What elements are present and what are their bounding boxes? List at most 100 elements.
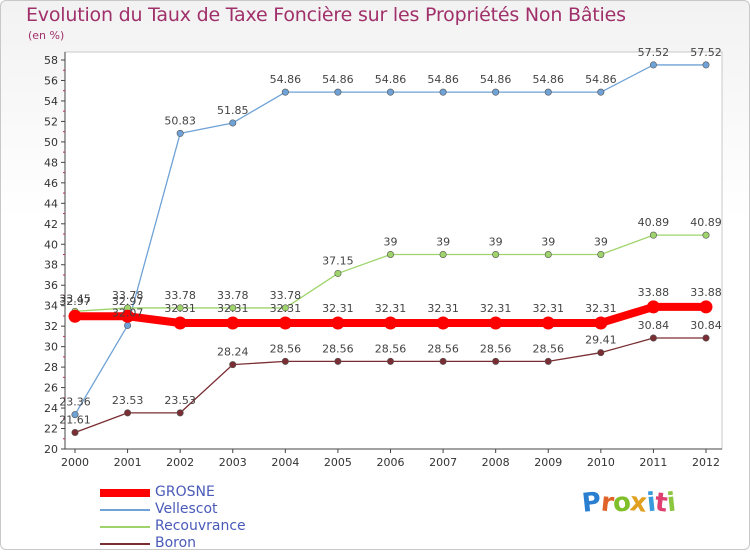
data-point-grosne — [541, 316, 555, 330]
data-point-vellescot — [71, 411, 79, 419]
data-label-vellescot: 23.36 — [59, 396, 91, 409]
data-point-vellescot — [229, 119, 237, 127]
data-point-vellescot — [544, 88, 552, 96]
data-label-boron: 29.41 — [585, 334, 617, 347]
data-label-boron: 23.53 — [164, 394, 196, 407]
data-label-recouvrance: 39 — [541, 236, 555, 249]
data-label-boron: 23.53 — [112, 394, 144, 407]
data-label-grosne: 32.31 — [375, 302, 407, 315]
x-tick-label: 2003 — [219, 456, 247, 469]
data-label-recouvrance: 33.78 — [270, 289, 302, 302]
data-point-boron — [439, 357, 447, 365]
data-point-boron — [71, 429, 79, 437]
plot-area — [64, 51, 723, 450]
data-label-recouvrance: 39 — [489, 236, 503, 249]
data-point-recouvrance — [229, 304, 237, 312]
data-label-boron: 28.56 — [480, 342, 512, 355]
legend-swatch-boron — [100, 543, 150, 545]
data-label-boron: 30.84 — [690, 319, 722, 332]
legend-label-vellescot: Vellescot — [155, 501, 218, 517]
data-label-recouvrance: 39 — [384, 236, 398, 249]
legend-swatch-grosne — [100, 489, 150, 497]
data-point-recouvrance — [281, 304, 289, 312]
data-label-recouvrance: 37.15 — [322, 254, 354, 267]
data-label-boron: 28.24 — [217, 346, 249, 359]
y-axis-unit-label: (en %) — [28, 29, 65, 42]
data-label-recouvrance: 33.78 — [217, 289, 249, 302]
data-point-grosne — [646, 300, 660, 314]
data-label-recouvrance: 33.78 — [112, 289, 144, 302]
data-point-grosne — [699, 300, 713, 314]
data-point-grosne — [68, 309, 82, 323]
x-tick-label: 2005 — [324, 456, 352, 469]
data-label-vellescot: 54.86 — [427, 73, 459, 86]
data-label-grosne: 32.31 — [427, 302, 459, 315]
y-tick-label: 48 — [44, 156, 58, 169]
data-point-boron — [124, 409, 132, 417]
data-label-vellescot: 51.85 — [217, 104, 249, 117]
y-tick-label: 24 — [44, 402, 58, 415]
data-label-grosne: 32.97 — [112, 295, 144, 308]
legend-label-boron: Boron — [155, 535, 197, 551]
data-point-vellescot — [124, 321, 132, 329]
data-label-grosne: 32.31 — [270, 302, 302, 315]
data-point-recouvrance — [334, 269, 342, 277]
y-tick-label: 36 — [44, 279, 58, 292]
data-point-boron — [334, 357, 342, 365]
data-point-recouvrance — [702, 231, 710, 239]
data-point-grosne — [226, 316, 240, 330]
data-point-recouvrance — [492, 251, 500, 259]
y-tick-label: 56 — [44, 74, 58, 87]
data-point-grosne — [173, 316, 187, 330]
data-point-vellescot — [334, 88, 342, 96]
data-point-boron — [597, 349, 605, 357]
data-point-grosne — [384, 316, 397, 330]
data-label-vellescot: 32.07 — [112, 306, 144, 319]
y-tick-label: 28 — [44, 361, 58, 374]
data-label-boron: 28.56 — [375, 342, 407, 355]
x-tick-label: 2011 — [639, 456, 667, 469]
data-label-vellescot: 54.86 — [585, 73, 617, 86]
data-point-vellescot — [439, 88, 447, 96]
y-tick-label: 54 — [44, 95, 58, 108]
data-label-boron: 21.61 — [59, 414, 91, 427]
y-tick-label: 46 — [44, 177, 58, 190]
legend-swatch-recouvrance — [100, 526, 150, 528]
proxiti-logo: Proxiti — [580, 487, 676, 519]
data-point-vellescot — [386, 88, 394, 96]
data-point-vellescot — [702, 61, 710, 69]
legend-label-grosne: GROSNE — [155, 484, 215, 500]
x-tick-label: 2002 — [166, 456, 194, 469]
data-label-recouvrance: 33.45 — [59, 292, 91, 305]
data-point-grosne — [278, 316, 292, 330]
y-tick-label: 26 — [44, 382, 58, 395]
data-point-vellescot — [492, 88, 500, 96]
data-point-boron — [544, 357, 552, 365]
legend-label-recouvrance: Recouvrance — [155, 518, 246, 534]
data-label-boron: 28.56 — [322, 342, 354, 355]
y-tick-label: 44 — [44, 197, 58, 210]
data-point-recouvrance — [176, 304, 184, 312]
data-label-vellescot: 54.86 — [322, 73, 354, 86]
data-point-boron — [649, 334, 657, 342]
data-point-recouvrance — [597, 251, 605, 259]
data-label-vellescot: 57.52 — [638, 46, 670, 59]
data-point-boron — [229, 361, 237, 369]
data-label-boron: 28.56 — [427, 342, 459, 355]
y-tick-label: 42 — [44, 218, 58, 231]
y-tick-label: 38 — [44, 259, 58, 272]
data-label-vellescot: 50.83 — [164, 114, 196, 127]
data-point-boron — [176, 409, 184, 417]
data-point-recouvrance — [386, 251, 394, 259]
x-tick-label: 2004 — [271, 456, 299, 469]
data-label-grosne: 32.31 — [217, 302, 249, 315]
data-label-grosne: 32.31 — [480, 302, 512, 315]
data-point-boron — [492, 357, 500, 365]
x-tick-label: 2008 — [482, 456, 510, 469]
data-point-vellescot — [176, 129, 184, 137]
data-label-vellescot: 57.52 — [690, 46, 722, 59]
data-label-recouvrance: 39 — [436, 236, 450, 249]
x-tick-label: 2010 — [587, 456, 615, 469]
data-label-grosne: 32.31 — [585, 302, 617, 315]
